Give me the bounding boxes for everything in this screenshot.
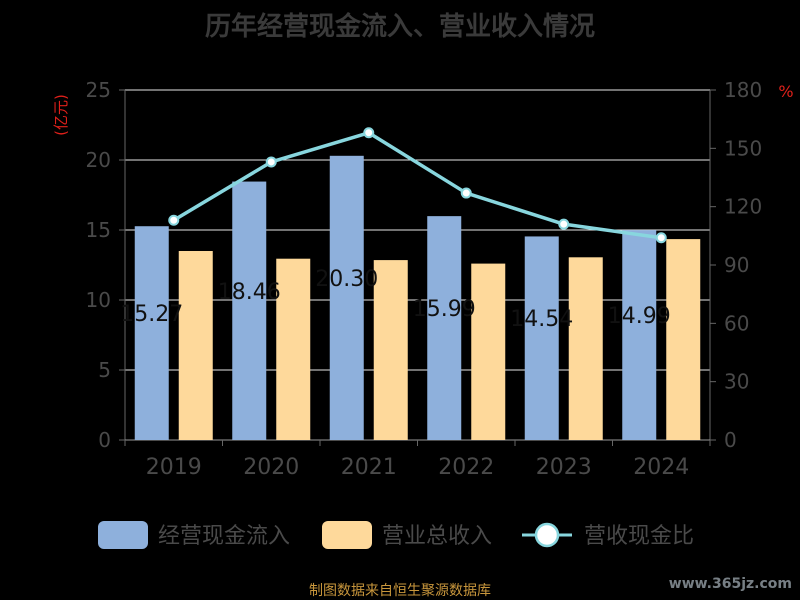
x-tick-label: 2020 xyxy=(243,455,299,480)
line-point xyxy=(363,127,375,139)
line-point xyxy=(558,218,570,230)
data-label: 20.30 xyxy=(315,267,378,292)
y-left-tick-label: 0 xyxy=(98,428,111,452)
data-label: 14.54 xyxy=(510,307,573,332)
line-ratio xyxy=(172,131,662,240)
legend-swatch xyxy=(98,521,148,549)
line-point xyxy=(168,214,180,226)
data-label: 14.99 xyxy=(608,304,671,329)
legend-label: 营业总收入 xyxy=(382,524,492,549)
bar-cash-inflow xyxy=(524,236,559,440)
x-tick-label: 2021 xyxy=(341,455,397,480)
line-point xyxy=(265,156,277,168)
legend-marker xyxy=(534,522,560,548)
y-left-axis-label: (亿元) xyxy=(52,94,70,136)
y-right-tick-label: 150 xyxy=(724,136,762,160)
bar-revenue xyxy=(178,251,213,440)
y-right-tick-label: 120 xyxy=(724,195,762,219)
data-label: 15.27 xyxy=(120,302,183,327)
bar-revenue xyxy=(373,260,408,440)
watermark: www.365jz.com xyxy=(668,576,792,592)
bar-cash-inflow xyxy=(134,226,169,440)
bar-revenue xyxy=(471,263,506,440)
y-right-tick-label: 0 xyxy=(724,428,737,452)
bar-cash-inflow xyxy=(427,216,462,440)
line-point xyxy=(460,187,472,199)
y-right-axis-label: % xyxy=(778,82,793,101)
bar-revenue xyxy=(666,239,701,440)
legend-label: 营收现金比 xyxy=(584,524,694,549)
line-point xyxy=(655,232,667,244)
y-left-tick-label: 25 xyxy=(86,78,111,102)
bar-revenue xyxy=(276,258,311,440)
legend-swatch xyxy=(322,521,372,549)
y-left-tick-label: 10 xyxy=(86,288,111,312)
y-right-tick-label: 180 xyxy=(724,78,762,102)
y-right-tick-label: 30 xyxy=(724,370,749,394)
bar-revenue xyxy=(568,257,603,440)
legend-label: 经营现金流入 xyxy=(158,524,290,549)
source-footer: 制图数据来自恒生聚源数据库 xyxy=(309,583,491,599)
bar-cash-inflow xyxy=(232,181,267,440)
bar-cash-inflow xyxy=(622,230,657,440)
x-tick-label: 2022 xyxy=(438,455,494,480)
y-left-tick-label: 5 xyxy=(98,358,111,382)
bar-cash-inflow xyxy=(329,155,364,441)
x-tick-label: 2023 xyxy=(536,455,592,480)
y-left-tick-label: 20 xyxy=(86,148,111,172)
data-label: 18.46 xyxy=(218,280,281,305)
y-right-tick-label: 60 xyxy=(724,311,749,335)
y-right-tick-label: 90 xyxy=(724,253,749,277)
y-left-tick-label: 15 xyxy=(86,218,111,242)
x-tick-label: 2024 xyxy=(633,455,689,480)
x-tick-label: 2019 xyxy=(146,455,202,480)
chart-title: 历年经营现金流入、营业收入情况 xyxy=(204,12,595,42)
data-label: 15.99 xyxy=(413,297,476,322)
